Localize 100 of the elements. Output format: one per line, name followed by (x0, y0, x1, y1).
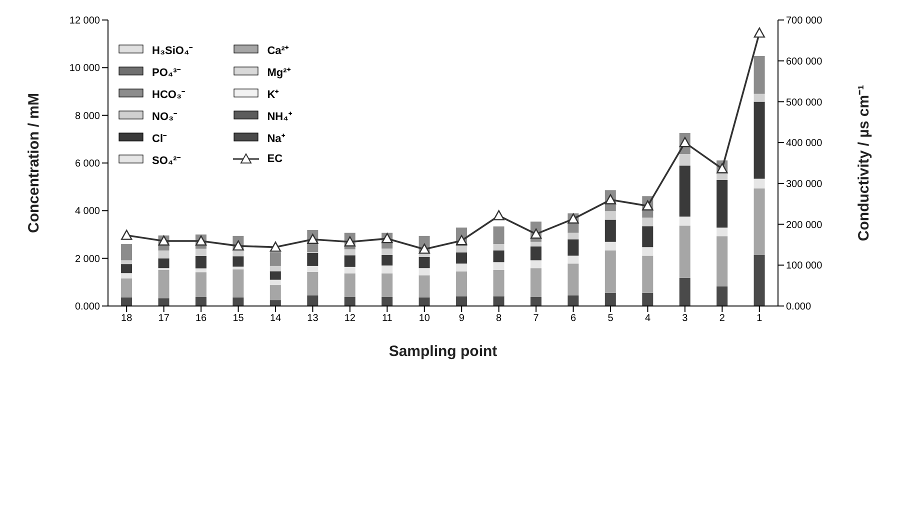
point (418, 244, 430, 254)
bar (456, 246, 468, 252)
x-tick-label: 18 (121, 313, 133, 324)
bar (642, 256, 654, 293)
bar (530, 268, 542, 297)
point (530, 228, 542, 239)
bar (158, 298, 170, 306)
y-axis-title: Concentration / mM (25, 92, 42, 234)
y2-tick-label: 500 000 (786, 97, 823, 108)
legend-label: EC (267, 153, 283, 165)
y-tick-label: 0.000 (74, 302, 100, 313)
y-tick-label: 10 000 (69, 63, 100, 74)
bar (754, 178, 765, 188)
bar (754, 188, 765, 255)
point (382, 232, 393, 244)
y2-tick-label: 700 000 (786, 16, 823, 27)
x-tick-label: 16 (195, 313, 208, 324)
bar (754, 94, 765, 102)
legend-label: NO₃⁻ (152, 110, 178, 122)
bar (530, 242, 542, 246)
x-tick-label: 14 (270, 313, 282, 324)
bar (270, 266, 281, 272)
bar (604, 292, 616, 306)
x-tick-label: 11 (382, 313, 393, 324)
bar (493, 270, 504, 296)
x-tick-label: 5 (608, 313, 614, 324)
bar (232, 297, 244, 306)
x-tick-label: 4 (644, 313, 651, 324)
bar (716, 180, 728, 228)
bar (456, 264, 468, 272)
y2-tick-label: 400 000 (786, 138, 823, 150)
bar (270, 271, 281, 280)
bar (270, 300, 281, 306)
bar (195, 248, 206, 256)
y2-tick-label: 200 000 (786, 220, 823, 231)
y-tick-label: 8 000 (74, 110, 100, 122)
bar (195, 268, 206, 272)
bar (754, 102, 765, 179)
bar (530, 246, 542, 260)
bar (121, 297, 132, 306)
bar (121, 260, 132, 264)
point (754, 27, 765, 38)
legend-label: SO₄²⁻ (152, 154, 181, 166)
bar (493, 244, 504, 250)
bar (232, 250, 244, 256)
bar (642, 292, 654, 306)
y2-tick-label: 100 000 (786, 260, 823, 272)
bar (232, 256, 244, 267)
bar (382, 248, 393, 255)
point (307, 234, 318, 244)
bar (568, 296, 579, 306)
x-tick-label: 6 (570, 313, 576, 324)
bar (121, 278, 132, 298)
point (270, 242, 282, 252)
point (604, 194, 616, 204)
point (716, 163, 728, 174)
bar (456, 271, 468, 296)
bar (344, 296, 356, 306)
legend-label: Na⁺ (267, 132, 286, 144)
bar (679, 154, 690, 166)
legend-label: HCO₃⁻ (152, 88, 186, 100)
point (344, 236, 356, 246)
bar (679, 278, 690, 306)
x-tick-label: 10 (418, 313, 430, 324)
bar (493, 296, 504, 306)
bar (382, 254, 393, 266)
bar (568, 256, 579, 264)
bar (232, 266, 244, 270)
bar (604, 220, 616, 242)
bar (679, 216, 690, 226)
bar (307, 252, 318, 266)
bar (568, 264, 579, 296)
bar (344, 255, 356, 267)
bar (716, 236, 728, 286)
bar (121, 264, 132, 274)
bar (716, 228, 728, 236)
bar (493, 262, 504, 270)
x-tick-label: 17 (158, 313, 170, 324)
point (158, 235, 170, 246)
legend-label: K⁺ (267, 88, 280, 100)
bar (232, 269, 244, 298)
y-tick-label: 4 000 (74, 206, 100, 218)
bar (307, 296, 318, 306)
y2-tick-label: 0.000 (786, 302, 812, 313)
x-tick-label: 12 (344, 313, 356, 324)
bar (679, 226, 690, 278)
y2-axis-title: Conductivity / µs cm⁻¹ (855, 84, 872, 242)
bar (604, 242, 616, 250)
bar (195, 256, 206, 268)
point (642, 200, 654, 210)
point (679, 136, 691, 148)
bar (716, 286, 728, 306)
y-tick-label: 2 000 (74, 254, 100, 265)
bar (530, 296, 542, 306)
x-tick-label: 7 (533, 313, 540, 324)
bar (382, 296, 393, 306)
bar (195, 296, 206, 306)
x-tick-label: 3 (682, 313, 688, 324)
bar (270, 285, 281, 300)
point (568, 213, 579, 224)
